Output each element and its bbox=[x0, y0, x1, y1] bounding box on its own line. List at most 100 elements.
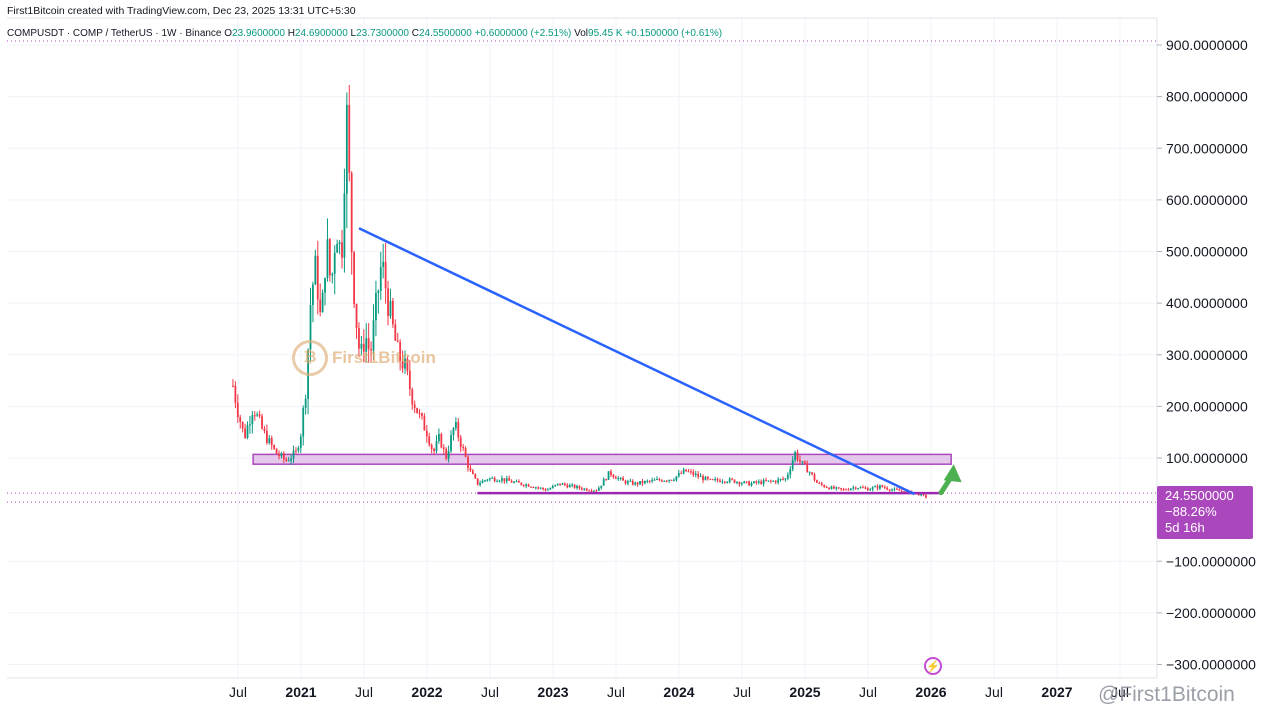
y-tick-label: −200.0000000 bbox=[1166, 605, 1256, 621]
candle-body bbox=[864, 487, 867, 489]
x-tick-label: 2025 bbox=[789, 684, 820, 700]
candle-body bbox=[726, 481, 729, 483]
candle-body bbox=[445, 448, 448, 459]
candle-body bbox=[675, 476, 678, 480]
candle-body bbox=[377, 290, 380, 293]
candle-body bbox=[728, 478, 731, 482]
open-label: O bbox=[224, 28, 233, 39]
candle-body bbox=[287, 460, 290, 462]
time-axis[interactable]: Jul 2021 Jul 2022 Jul 2023 Jul 2024 Jul 2025 Jul 20… bbox=[229, 684, 1129, 700]
candle-body bbox=[493, 477, 496, 482]
breakout-arrow-head[interactable] bbox=[943, 464, 962, 483]
candle-body bbox=[900, 490, 903, 492]
candle-body bbox=[539, 487, 542, 489]
candle-body bbox=[653, 479, 656, 481]
candle-body bbox=[680, 473, 683, 475]
candle-body bbox=[769, 480, 772, 482]
y-tick-label: −100.0000000 bbox=[1166, 553, 1256, 569]
candle-body bbox=[568, 485, 571, 488]
candle-body bbox=[857, 488, 860, 490]
candle-body bbox=[433, 448, 435, 452]
x-tick-label: 2023 bbox=[537, 684, 568, 700]
candle-body bbox=[408, 370, 411, 390]
candle-body bbox=[665, 480, 668, 482]
candle-body bbox=[646, 480, 649, 482]
candle-body bbox=[663, 480, 666, 482]
candle-body bbox=[297, 447, 300, 451]
candle-body bbox=[452, 428, 455, 436]
candle-body bbox=[484, 480, 486, 482]
resistance-zone[interactable] bbox=[252, 453, 952, 465]
candle-body bbox=[634, 482, 637, 485]
change-value: +0.6000000 (+2.51%) bbox=[474, 28, 572, 39]
x-tick-label: 2022 bbox=[411, 684, 442, 700]
candle-body bbox=[282, 453, 285, 460]
candle-body bbox=[532, 487, 535, 489]
candle-body bbox=[345, 104, 348, 194]
candle-body bbox=[440, 433, 443, 448]
candle-body bbox=[358, 328, 360, 349]
candle-body bbox=[265, 430, 268, 444]
candle-body bbox=[903, 491, 906, 493]
candle-body bbox=[702, 476, 704, 481]
lightning-icon[interactable]: ⚡ bbox=[924, 657, 942, 675]
candle-body bbox=[803, 461, 806, 464]
candle-body bbox=[442, 447, 445, 449]
candle-body bbox=[527, 484, 530, 487]
candle-body bbox=[510, 480, 513, 483]
candle-body bbox=[522, 484, 525, 486]
candle-body bbox=[774, 480, 777, 483]
candle-body bbox=[413, 404, 416, 408]
candle-body bbox=[619, 477, 622, 479]
candle-body bbox=[580, 488, 583, 490]
candle-body bbox=[767, 480, 770, 482]
symbol-label[interactable]: COMPUSDT · COMP / TetherUS · 1W · Binanc… bbox=[7, 28, 222, 39]
price-axis[interactable]: 900.0000000 800.0000000 700.0000000 600.000… bbox=[1157, 37, 1256, 673]
candle-body bbox=[874, 486, 876, 488]
candle-body bbox=[699, 476, 702, 478]
candle-body bbox=[343, 193, 346, 258]
candle-body bbox=[784, 478, 787, 480]
candle-body bbox=[258, 414, 261, 417]
candle-body bbox=[508, 478, 511, 481]
candle-body bbox=[847, 489, 850, 491]
candle-body bbox=[246, 425, 249, 438]
candle-body bbox=[738, 481, 741, 485]
candle-body bbox=[811, 472, 813, 475]
candle-body bbox=[384, 261, 387, 289]
candle-body bbox=[762, 480, 765, 485]
candle-body bbox=[840, 487, 843, 490]
x-tick-label: 2024 bbox=[663, 684, 694, 700]
overlay-layer bbox=[358, 227, 962, 496]
y-tick-label: 100.0000000 bbox=[1166, 450, 1248, 466]
candle-body bbox=[241, 421, 244, 429]
descending-trendline[interactable] bbox=[358, 227, 916, 496]
candle-body bbox=[486, 479, 489, 481]
candle-body bbox=[757, 481, 760, 483]
candle-body bbox=[656, 479, 658, 481]
candle-body bbox=[411, 389, 414, 405]
candle-body bbox=[428, 436, 431, 445]
candle-body bbox=[421, 413, 423, 417]
y-tick-label: 300.0000000 bbox=[1166, 347, 1248, 363]
candle-body bbox=[845, 489, 847, 491]
y-tick-label: 500.0000000 bbox=[1166, 244, 1248, 260]
candle-body bbox=[719, 480, 721, 482]
candle-body bbox=[869, 489, 872, 491]
candle-body bbox=[462, 446, 465, 449]
candle-body bbox=[905, 490, 908, 493]
candle-body bbox=[515, 481, 518, 483]
open-value: 23.9600000 bbox=[232, 28, 285, 39]
candle-body bbox=[479, 483, 482, 485]
candle-body bbox=[612, 474, 615, 478]
candle-body bbox=[636, 482, 639, 485]
candle-body bbox=[324, 278, 326, 293]
candle-body bbox=[505, 478, 508, 482]
candle-body bbox=[573, 484, 576, 488]
x-tick-label: Jul bbox=[229, 684, 247, 700]
candle-body bbox=[624, 480, 627, 484]
volume-label: Vol bbox=[574, 28, 589, 39]
bitcoin-coin-icon: ₿ bbox=[292, 340, 328, 376]
annotation-layer bbox=[7, 40, 1157, 503]
